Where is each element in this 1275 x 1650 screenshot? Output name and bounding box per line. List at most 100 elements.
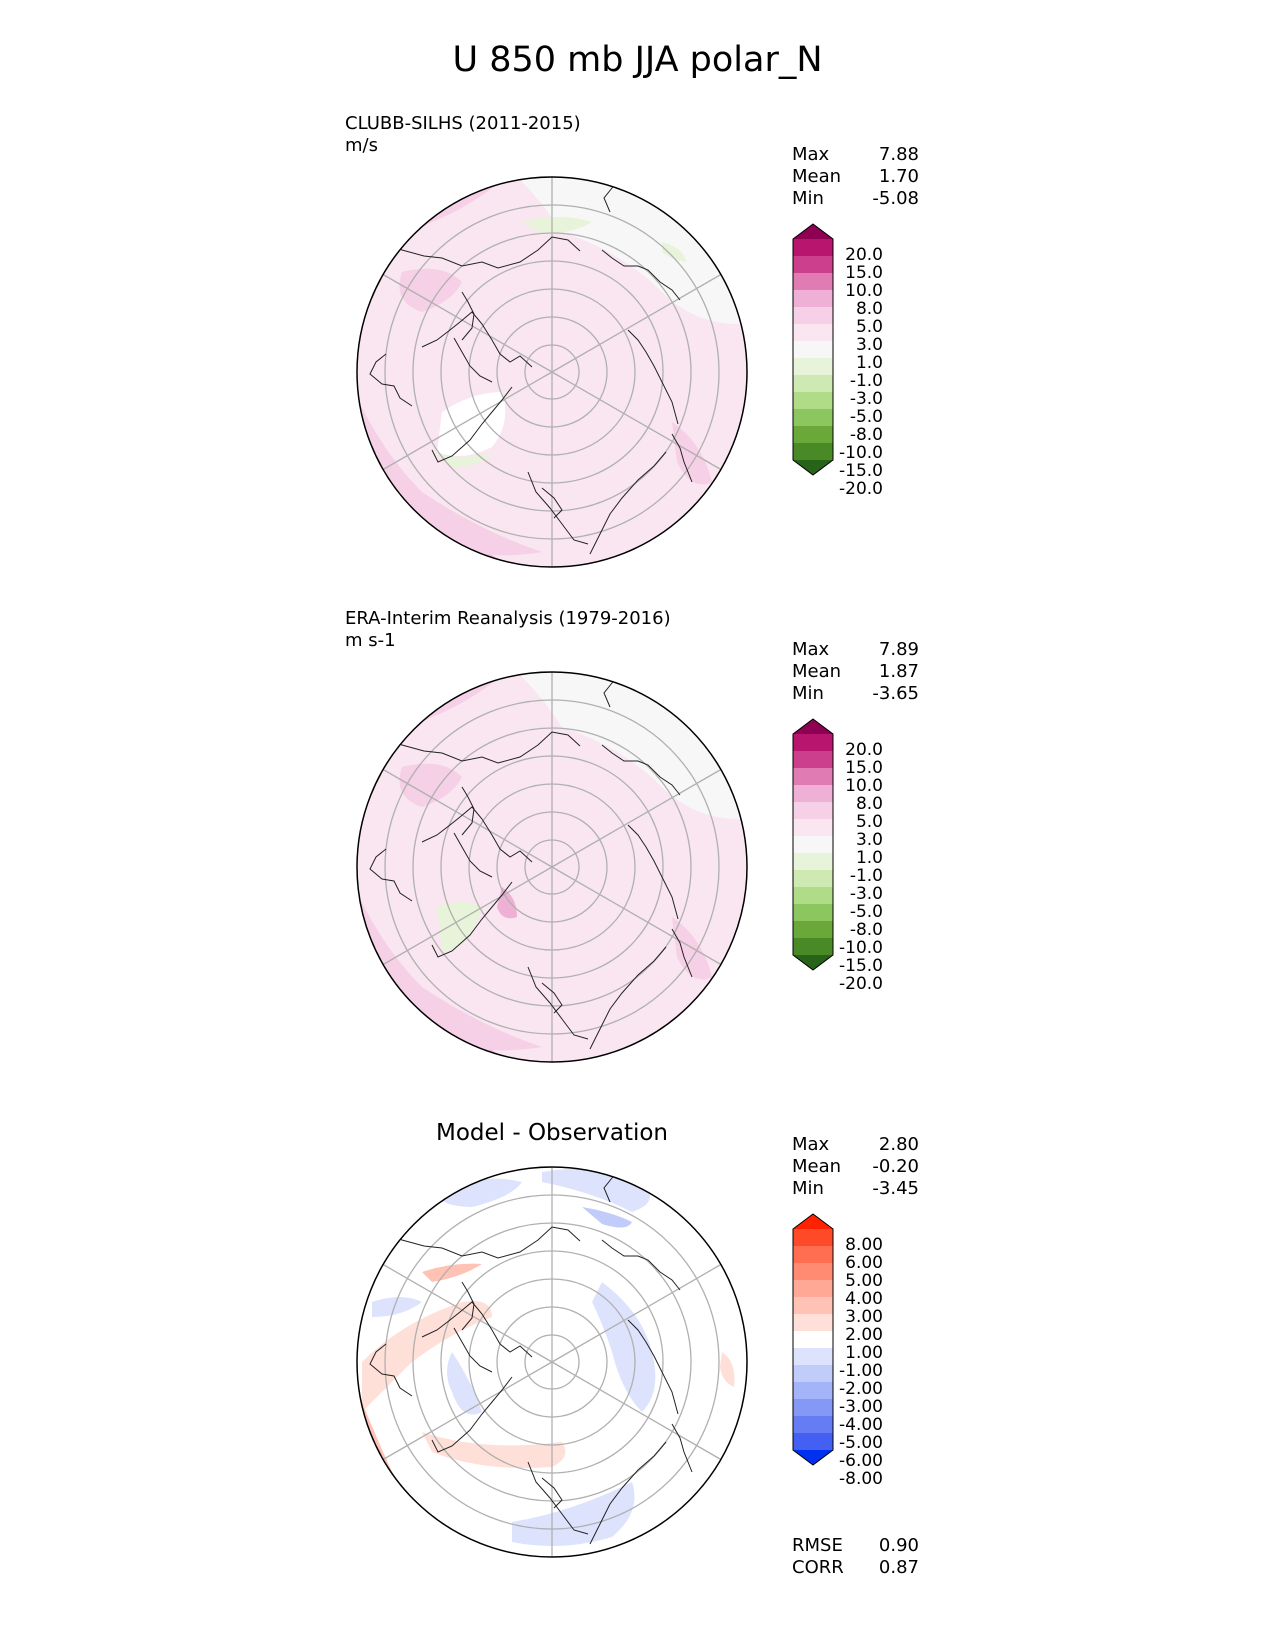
- stat-label: Max: [792, 144, 830, 165]
- colorbar-tick: 3.0: [855, 335, 883, 355]
- meridian-line: [551, 371, 722, 471]
- colorbar-tick: -1.00: [839, 1361, 883, 1381]
- colorbar-segment: [793, 324, 833, 342]
- coastline: [627, 824, 679, 920]
- colorbar-segment: [793, 904, 833, 922]
- colorbar-segment: [793, 1331, 833, 1349]
- map-boundary: [356, 176, 748, 568]
- colorbar-segment: [793, 1314, 833, 1332]
- wind-contour: [662, 242, 687, 262]
- colorbar-segment: [793, 1263, 833, 1281]
- coastline: [383, 236, 581, 269]
- coastline: [431, 1376, 513, 1453]
- colorbar-tick: 10.0: [845, 281, 883, 301]
- panel2-units: m s-1: [345, 630, 396, 651]
- coastline: [589, 946, 667, 1050]
- coastline: [421, 806, 533, 863]
- meridian-line: [382, 768, 553, 868]
- colorbar-segment: [793, 1246, 833, 1264]
- colorbar-bottom-cap: [793, 1450, 833, 1465]
- colorbar-tick: -8.00: [839, 1469, 883, 1489]
- colorbar-segment: [793, 887, 833, 905]
- wind-contour: [522, 217, 592, 234]
- colorbar-tick: -20.0: [839, 479, 883, 499]
- colorbar-segment: [793, 307, 833, 325]
- colorbar-tick: -15.0: [839, 956, 883, 976]
- panel3-metrics: RMSE 0.90 CORR 0.87: [792, 1535, 919, 1579]
- coastline: [431, 386, 513, 463]
- stat-label: Max: [792, 1134, 830, 1155]
- colorbar-segment: [793, 768, 833, 786]
- stat-value: -0.20: [872, 1156, 919, 1177]
- panel1-label: CLUBB-SILHS (2011-2015) m/s: [345, 113, 581, 157]
- colorbar-bottom-cap: [793, 460, 833, 475]
- colorbar-top-cap: [793, 1214, 833, 1229]
- panel1-polar-map: [356, 176, 748, 568]
- metric-value: 0.87: [878, 1557, 919, 1578]
- panel1-stats: Max 7.88 Mean 1.70 Min -5.08: [792, 144, 919, 210]
- colorbar-segment: [793, 1348, 833, 1366]
- coastline: [431, 881, 513, 958]
- colorbar-tick: -6.00: [839, 1451, 883, 1471]
- anomaly-contour: [422, 1263, 482, 1282]
- panel1-units: m/s: [345, 135, 378, 156]
- colorbar-tick: 1.0: [855, 848, 883, 868]
- coastline: [421, 1301, 533, 1358]
- colorbar-tick: 1.00: [845, 1343, 883, 1363]
- coastlines: [369, 177, 693, 555]
- coastline: [589, 451, 667, 555]
- colorbar-tick: -15.0: [839, 461, 883, 481]
- coastline: [671, 928, 693, 978]
- coastline: [369, 1343, 413, 1397]
- colorbar-segment: [793, 1399, 833, 1417]
- coastline: [461, 291, 475, 341]
- colorbar-segment: [793, 1280, 833, 1298]
- colorbar-segment: [793, 256, 833, 274]
- panel2-colorbar: [792, 718, 834, 971]
- meridian-line: [551, 1361, 722, 1461]
- meridian-line: [551, 1263, 722, 1363]
- colorbar-tick: -5.0: [849, 407, 883, 427]
- stat-label: Min: [792, 683, 824, 704]
- metric-label: CORR: [792, 1557, 844, 1578]
- anomaly-contour: [447, 1352, 482, 1415]
- colorbar-tick: 5.0: [855, 317, 883, 337]
- panel1-colorbar-ticks: 20.0 15.0 10.0 8.0 5.0 3.0 1.0 -1.0 -3.0…: [831, 246, 883, 498]
- colorbar-segment: [793, 734, 833, 752]
- colorbar-tick: -10.0: [839, 938, 883, 958]
- coastline: [453, 337, 493, 383]
- anomaly-contour: [720, 1352, 735, 1387]
- colorbar-tick: -8.0: [849, 425, 883, 445]
- coastline: [601, 1239, 681, 1291]
- stat-value: 7.89: [878, 639, 919, 660]
- meridian-line: [551, 273, 722, 373]
- colorbar-segment: [793, 443, 833, 461]
- colorbar-segment: [793, 1416, 833, 1434]
- anomaly-contour: [582, 1207, 632, 1228]
- stat-value: 1.70: [878, 166, 919, 187]
- coastline: [589, 1441, 667, 1545]
- colorbar-tick: 5.00: [845, 1271, 883, 1291]
- panel3-polar-map: [356, 1166, 748, 1558]
- wind-contour: [437, 392, 506, 456]
- meridian-line: [382, 1361, 553, 1461]
- stat-label: Max: [792, 639, 830, 660]
- wind-contour: [399, 763, 462, 807]
- coastline: [453, 832, 493, 878]
- coastlines: [369, 1167, 693, 1545]
- colorbar-tick: 15.0: [845, 263, 883, 283]
- graticule: [382, 177, 722, 567]
- colorbar-segment: [793, 938, 833, 956]
- coastline: [627, 1319, 679, 1415]
- colorbar-segment: [793, 751, 833, 769]
- colorbar-segment: [793, 358, 833, 376]
- colorbar-tick: -3.00: [839, 1397, 883, 1417]
- coastline: [369, 353, 413, 407]
- colorbar-segments: [793, 224, 833, 475]
- colorbar-tick: -3.0: [849, 389, 883, 409]
- anomaly-contour: [362, 1402, 402, 1496]
- map-boundary: [356, 671, 748, 1063]
- meridian-line: [382, 866, 553, 966]
- coastline: [541, 982, 563, 1014]
- coastline: [383, 731, 581, 764]
